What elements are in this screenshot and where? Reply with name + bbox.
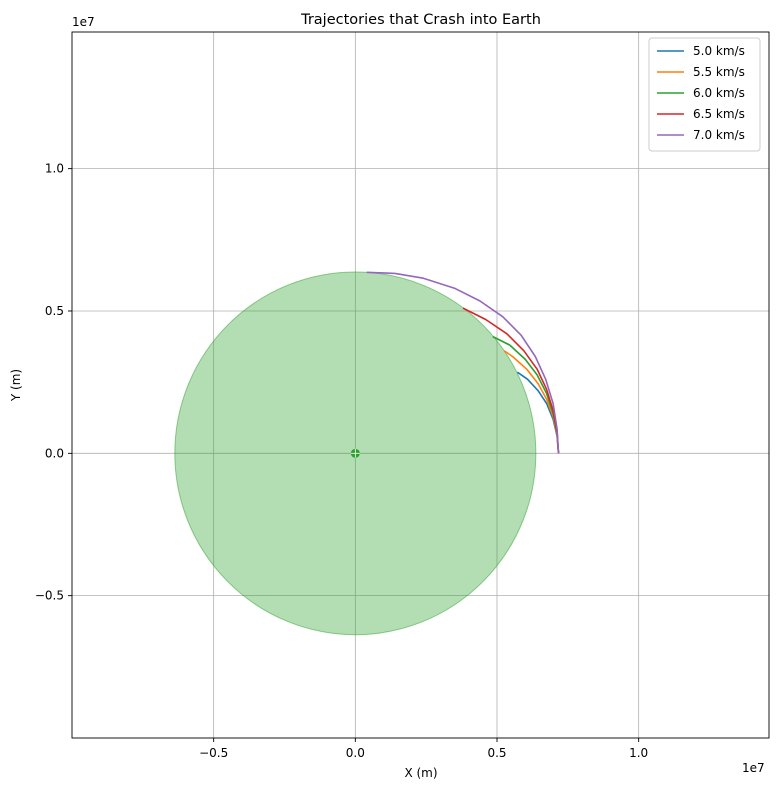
legend-entry-3: 6.5 km/s [693, 107, 745, 121]
y-tick-label: 0.5 [45, 304, 64, 318]
x-axis-label: X (m) [404, 766, 437, 780]
x-tick-label: −0.5 [199, 746, 228, 760]
y-tick-label: 0.0 [45, 446, 64, 460]
chart-title: Trajectories that Crash into Earth [300, 12, 541, 28]
legend-entry-4: 7.0 km/s [693, 128, 745, 142]
legend-entry-2: 6.0 km/s [693, 86, 745, 100]
legend-entry-0: 5.0 km/s [693, 44, 745, 58]
y-tick-label: −0.5 [35, 589, 64, 603]
x-tick-label: 0.5 [487, 746, 506, 760]
axes-frame [71, 31, 770, 739]
x-tick-label: 0.0 [346, 746, 365, 760]
legend: 5.0 km/s 5.5 km/s 6.0 km/s 6.5 km/s 7.0 km/s [648, 37, 761, 152]
legend-box [648, 37, 761, 152]
x-tick-label: 1.0 [629, 746, 648, 760]
y-axis-label: Y (m) [9, 369, 23, 402]
y-tick-label: 1.0 [45, 162, 64, 176]
trajectory-line-4 [366, 271, 560, 454]
y-axis-offset-label: 1e7 [72, 15, 95, 29]
legend-entry-1: 5.5 km/s [693, 65, 745, 79]
plot-area: −0.5 0.0 0.5 1.0 −0.5 0.0 0.5 1.0 5.0 km/s 5.5 km… [35, 31, 770, 760]
x-axis-offset-label: 1e7 [742, 761, 765, 775]
